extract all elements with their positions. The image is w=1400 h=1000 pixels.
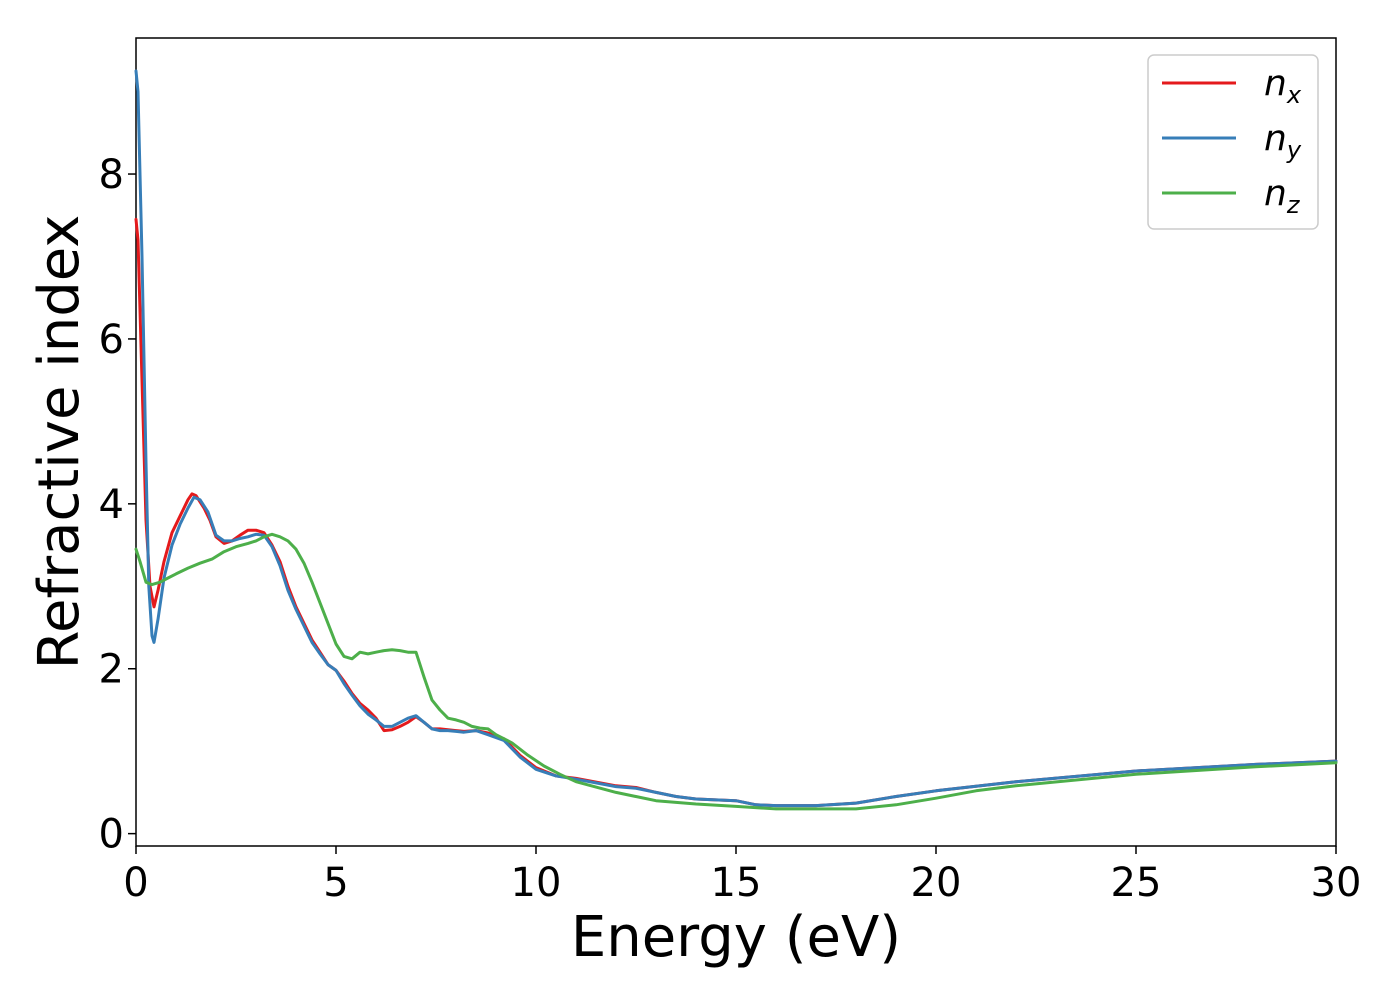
x-tick-label: 0 [123,860,148,906]
series-line-y [134,69,1338,808]
series-lines [134,69,1338,811]
legend-label-x: nx [1264,63,1302,109]
y-tick-label: 0 [99,812,124,858]
series-line-z [134,532,1338,811]
x-tick-label: 15 [711,860,762,906]
legend-label-y: ny [1264,118,1302,164]
legend-box [1147,54,1319,230]
y-tick-label: 4 [99,482,124,528]
y-axis-title: Refractive index [27,215,92,670]
series-line-x [134,217,1338,808]
y-tick-label: 2 [99,647,124,693]
y-tick-label: 8 [99,152,124,198]
x-tick-label: 20 [911,860,962,906]
y-tick-label: 6 [99,317,124,363]
x-tick-label: 25 [1111,860,1162,906]
x-tick-label: 10 [511,860,562,906]
legend-label-z: nz [1264,173,1301,219]
x-tick-label: 5 [323,860,348,906]
y-axis: 0 2 4 6 8 [99,152,136,858]
x-axis: 0 5 10 15 20 25 30 [123,846,1361,906]
x-axis-title: Energy (eV) [571,905,901,970]
x-tick-label: 30 [1311,860,1362,906]
legend: nx ny nz [1147,54,1319,230]
